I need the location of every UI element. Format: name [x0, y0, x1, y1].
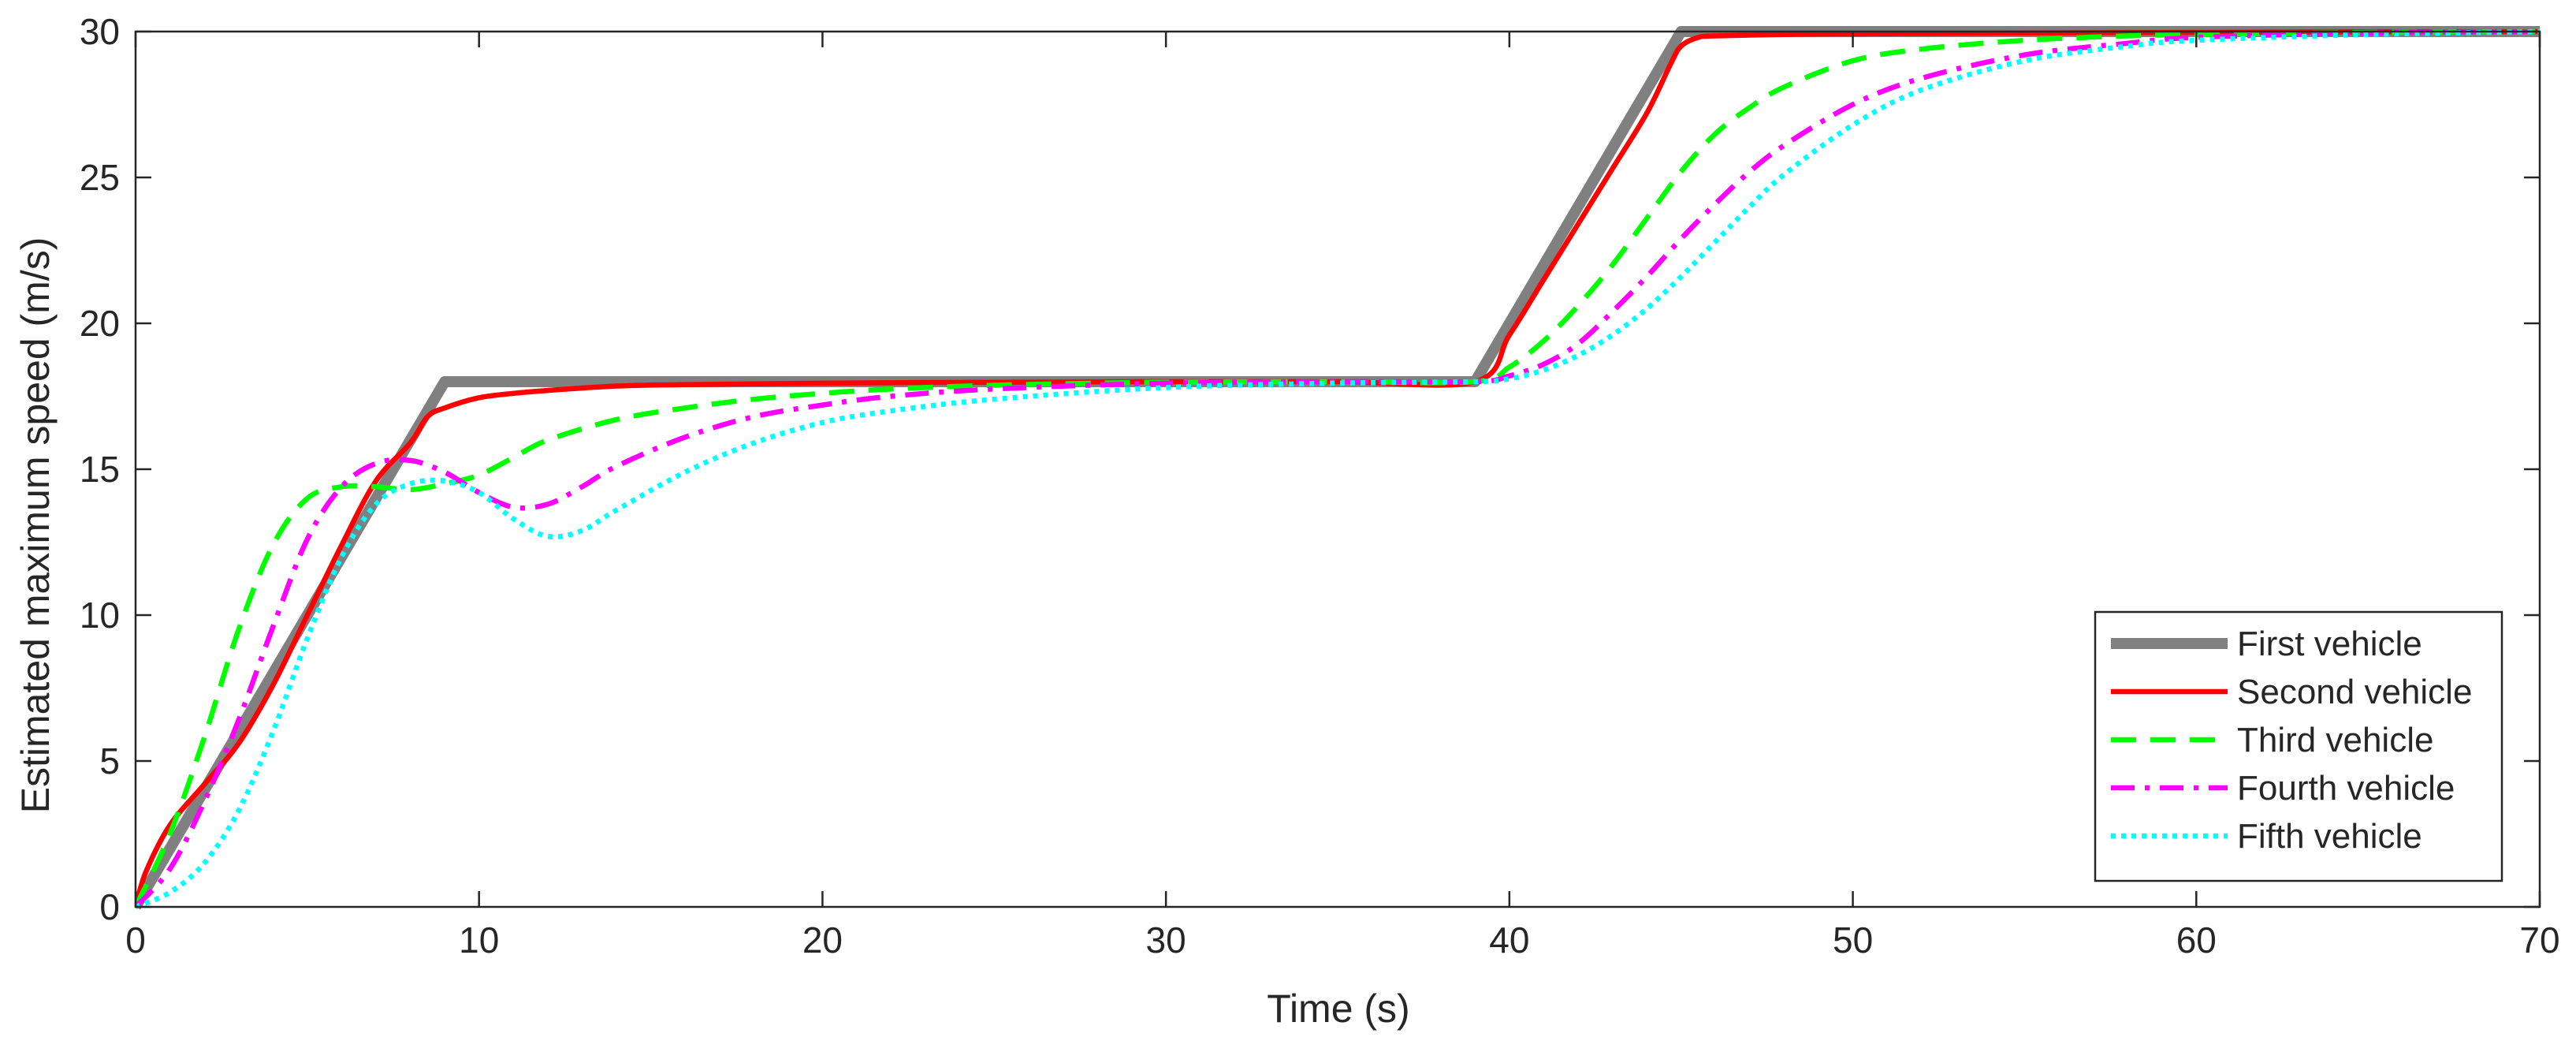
y-tick-label: 20: [80, 303, 120, 344]
x-tick-label: 10: [459, 920, 499, 961]
x-tick-label: 20: [802, 920, 843, 961]
axes-layer: 0 10 20 30 40 50 60 70 0 5 10 15 20 25 30: [80, 11, 2560, 961]
y-tick-label: 15: [80, 449, 120, 490]
y-tick-label: 10: [80, 595, 120, 636]
legend-label: Fourth vehicle: [2237, 769, 2455, 808]
y-tick-label: 0: [99, 886, 120, 927]
y-tick-label: 30: [80, 11, 120, 52]
legend-label: Fifth vehicle: [2237, 817, 2422, 856]
x-tick-label: 0: [125, 920, 146, 961]
x-axis-label: Time (s): [1267, 987, 1409, 1031]
y-tick-label: 25: [80, 157, 120, 198]
x-tick-label: 30: [1146, 920, 1186, 961]
y-tick-label: 5: [99, 741, 120, 782]
x-tick-label: 60: [2176, 920, 2217, 961]
legend-label: Second vehicle: [2237, 673, 2472, 711]
y-axis-label: Estimated maximum speed (m/s): [13, 237, 58, 814]
legend: First vehicle Second vehicle Third vehicle…: [2094, 610, 2503, 882]
series-line-4: [136, 28, 2540, 909]
x-tick-label: 40: [1489, 920, 1529, 961]
x-tick-label: 50: [1833, 920, 1873, 961]
x-tick-label: 70: [2519, 920, 2559, 961]
legend-label: Third vehicle: [2237, 721, 2433, 759]
legend-label: First vehicle: [2237, 625, 2422, 663]
